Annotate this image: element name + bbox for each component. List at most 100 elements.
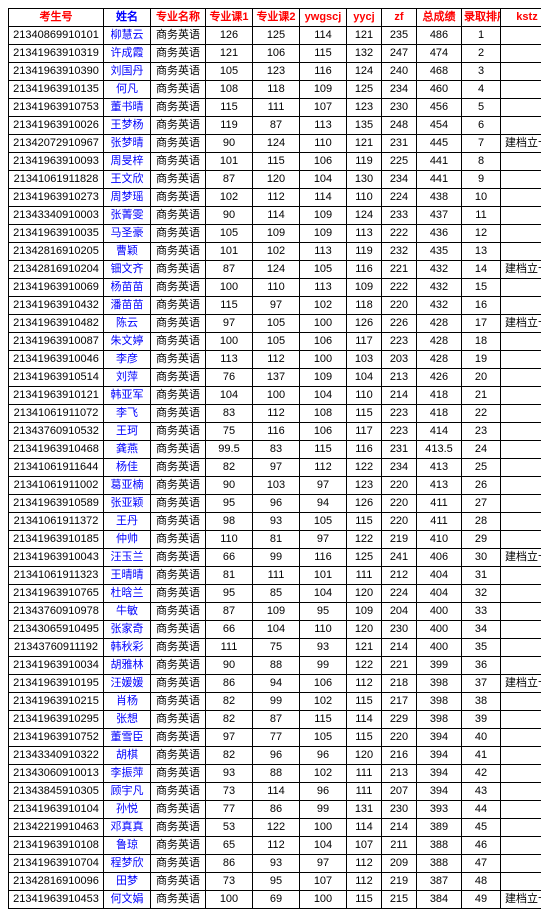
- cell-r5-c8: 454: [417, 117, 462, 135]
- cell-r12-c9: 13: [462, 243, 501, 261]
- table-row: 21341963910753董书晴商务英语1151111071232304565: [9, 99, 541, 117]
- cell-r26-c6: 126: [347, 495, 382, 513]
- table-row: 21340869910101柳慧云商务英语1261251141212354861: [9, 27, 541, 45]
- cell-r41-c6: 111: [347, 765, 382, 783]
- table-row: 21343760910532王珂商务英语7511610611722341423: [9, 423, 541, 441]
- cell-r43-c5: 99: [300, 801, 347, 819]
- cell-r33-c4: 104: [253, 621, 300, 639]
- cell-r48-c2: 商务英语: [151, 891, 206, 909]
- cell-r15-c7: 220: [382, 297, 417, 315]
- cell-r2-c8: 468: [417, 63, 462, 81]
- cell-r0-c0: 21340869910101: [9, 27, 104, 45]
- cell-r14-c10: [501, 279, 541, 297]
- cell-r48-c9: 49: [462, 891, 501, 909]
- cell-r14-c3: 100: [206, 279, 253, 297]
- cell-r6-c2: 商务英语: [151, 135, 206, 153]
- table-row: 21341963910034胡雅林商务英语90889912222139936: [9, 657, 541, 675]
- cell-r25-c9: 26: [462, 477, 501, 495]
- cell-r31-c4: 85: [253, 585, 300, 603]
- cell-r19-c2: 商务英语: [151, 369, 206, 387]
- cell-r21-c9: 22: [462, 405, 501, 423]
- cell-r22-c5: 106: [300, 423, 347, 441]
- cell-r9-c8: 438: [417, 189, 462, 207]
- cell-r38-c5: 115: [300, 711, 347, 729]
- cell-r38-c7: 229: [382, 711, 417, 729]
- cell-r38-c6: 114: [347, 711, 382, 729]
- cell-r43-c2: 商务英语: [151, 801, 206, 819]
- cell-r6-c6: 121: [347, 135, 382, 153]
- cell-r20-c2: 商务英语: [151, 387, 206, 405]
- cell-r18-c5: 100: [300, 351, 347, 369]
- cell-r4-c9: 5: [462, 99, 501, 117]
- cell-r42-c3: 73: [206, 783, 253, 801]
- cell-r29-c0: 21341963910043: [9, 549, 104, 567]
- cell-r3-c7: 234: [382, 81, 417, 99]
- cell-r5-c1: 王梦杨: [104, 117, 151, 135]
- cell-r22-c1: 王珂: [104, 423, 151, 441]
- table-row: 21341963910295张想商务英语828711511422939839: [9, 711, 541, 729]
- cell-r16-c10: 建档立卡: [501, 315, 541, 333]
- col-header-0: 考生号: [9, 9, 104, 27]
- cell-r47-c0: 21342816910096: [9, 873, 104, 891]
- cell-r2-c5: 116: [300, 63, 347, 81]
- cell-r40-c10: [501, 747, 541, 765]
- table-row: 21343760911192韩秋彩商务英语111759312121440035: [9, 639, 541, 657]
- cell-r35-c10: [501, 657, 541, 675]
- cell-r21-c1: 李飞: [104, 405, 151, 423]
- cell-r25-c5: 97: [300, 477, 347, 495]
- cell-r6-c8: 445: [417, 135, 462, 153]
- cell-r39-c2: 商务英语: [151, 729, 206, 747]
- cell-r24-c10: [501, 459, 541, 477]
- cell-r30-c10: [501, 567, 541, 585]
- cell-r11-c3: 105: [206, 225, 253, 243]
- cell-r45-c3: 65: [206, 837, 253, 855]
- cell-r17-c1: 朱文婷: [104, 333, 151, 351]
- cell-r8-c6: 130: [347, 171, 382, 189]
- cell-r32-c0: 21343760910978: [9, 603, 104, 621]
- cell-r2-c6: 124: [347, 63, 382, 81]
- cell-r39-c7: 220: [382, 729, 417, 747]
- cell-r36-c5: 106: [300, 675, 347, 693]
- cell-r37-c8: 398: [417, 693, 462, 711]
- cell-r27-c4: 93: [253, 513, 300, 531]
- cell-r25-c7: 220: [382, 477, 417, 495]
- cell-r24-c8: 413: [417, 459, 462, 477]
- cell-r11-c9: 12: [462, 225, 501, 243]
- cell-r27-c6: 115: [347, 513, 382, 531]
- cell-r8-c2: 商务英语: [151, 171, 206, 189]
- cell-r10-c4: 114: [253, 207, 300, 225]
- cell-r12-c1: 曹颖: [104, 243, 151, 261]
- cell-r28-c0: 21341963910185: [9, 531, 104, 549]
- cell-r37-c5: 102: [300, 693, 347, 711]
- cell-r10-c10: [501, 207, 541, 225]
- cell-r15-c6: 118: [347, 297, 382, 315]
- cell-r17-c0: 21341963910087: [9, 333, 104, 351]
- cell-r2-c2: 商务英语: [151, 63, 206, 81]
- cell-r25-c3: 90: [206, 477, 253, 495]
- cell-r1-c3: 121: [206, 45, 253, 63]
- cell-r7-c0: 21341963910093: [9, 153, 104, 171]
- cell-r34-c5: 93: [300, 639, 347, 657]
- cell-r6-c10: 建档立卡: [501, 135, 541, 153]
- table-row: 21341963910704程梦欣商务英语86939711220938847: [9, 855, 541, 873]
- cell-r39-c4: 77: [253, 729, 300, 747]
- cell-r10-c8: 437: [417, 207, 462, 225]
- cell-r28-c4: 81: [253, 531, 300, 549]
- cell-r6-c1: 张梦晴: [104, 135, 151, 153]
- cell-r40-c7: 216: [382, 747, 417, 765]
- table-row: 21341963910468龚燕商务英语99.583115116231413.5…: [9, 441, 541, 459]
- cell-r32-c9: 33: [462, 603, 501, 621]
- cell-r24-c6: 122: [347, 459, 382, 477]
- cell-r1-c0: 21341963910319: [9, 45, 104, 63]
- cell-r18-c9: 19: [462, 351, 501, 369]
- col-header-1: 姓名: [104, 9, 151, 27]
- cell-r19-c9: 20: [462, 369, 501, 387]
- cell-r1-c8: 474: [417, 45, 462, 63]
- cell-r34-c10: [501, 639, 541, 657]
- table-row: 21343340910003张菁雯商务英语9011410912423343711: [9, 207, 541, 225]
- cell-r9-c5: 114: [300, 189, 347, 207]
- cell-r28-c3: 110: [206, 531, 253, 549]
- cell-r33-c6: 120: [347, 621, 382, 639]
- cell-r18-c6: 103: [347, 351, 382, 369]
- cell-r2-c10: [501, 63, 541, 81]
